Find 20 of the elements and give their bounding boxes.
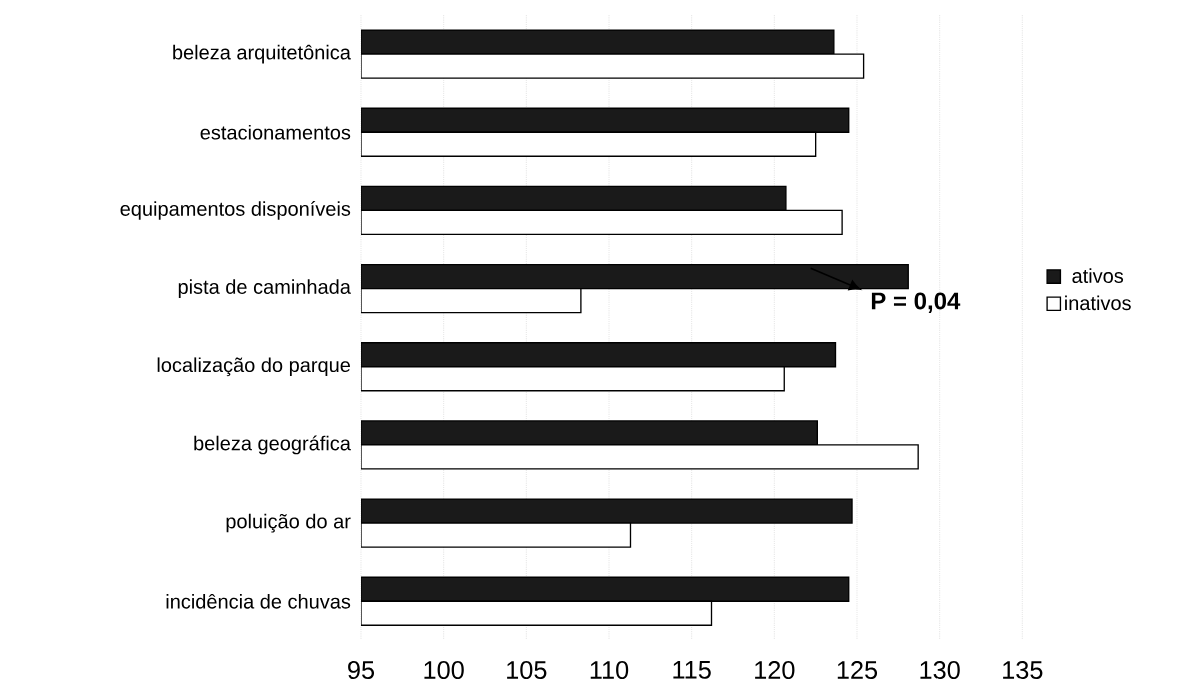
x-tick-label: 110: [590, 661, 629, 679]
y-tick-label: beleza geográfica: [194, 435, 351, 455]
y-tick-label: estacionamentos: [200, 124, 351, 140]
x-tick-label: 105: [507, 661, 547, 679]
y-tick-label: beleza arquitetônica: [173, 44, 351, 64]
x-tick-label: 95: [348, 661, 375, 679]
x-tick-label: 120: [755, 661, 795, 679]
text: inativos: [1065, 295, 1131, 311]
y-tick-label: poluição do ar: [226, 513, 351, 533]
y-tick-label: pista de caminhada: [178, 279, 351, 298]
legend-label: ativos: [1072, 268, 1124, 284]
x-tick-label: 130: [920, 661, 960, 679]
y-tick-label: equipamentos disponíveis: [120, 201, 351, 220]
x-tick-label: 125: [837, 661, 878, 679]
annotation: P = 0,04: [871, 292, 961, 313]
y-tick-label: incidência de chuvas: [166, 593, 351, 609]
x-tick-label: 135: [1003, 661, 1043, 679]
y-tick-label: localização do parque: [157, 357, 350, 377]
x-tick-label: 100: [424, 661, 464, 679]
x-tick-label: 115: [673, 661, 711, 679]
